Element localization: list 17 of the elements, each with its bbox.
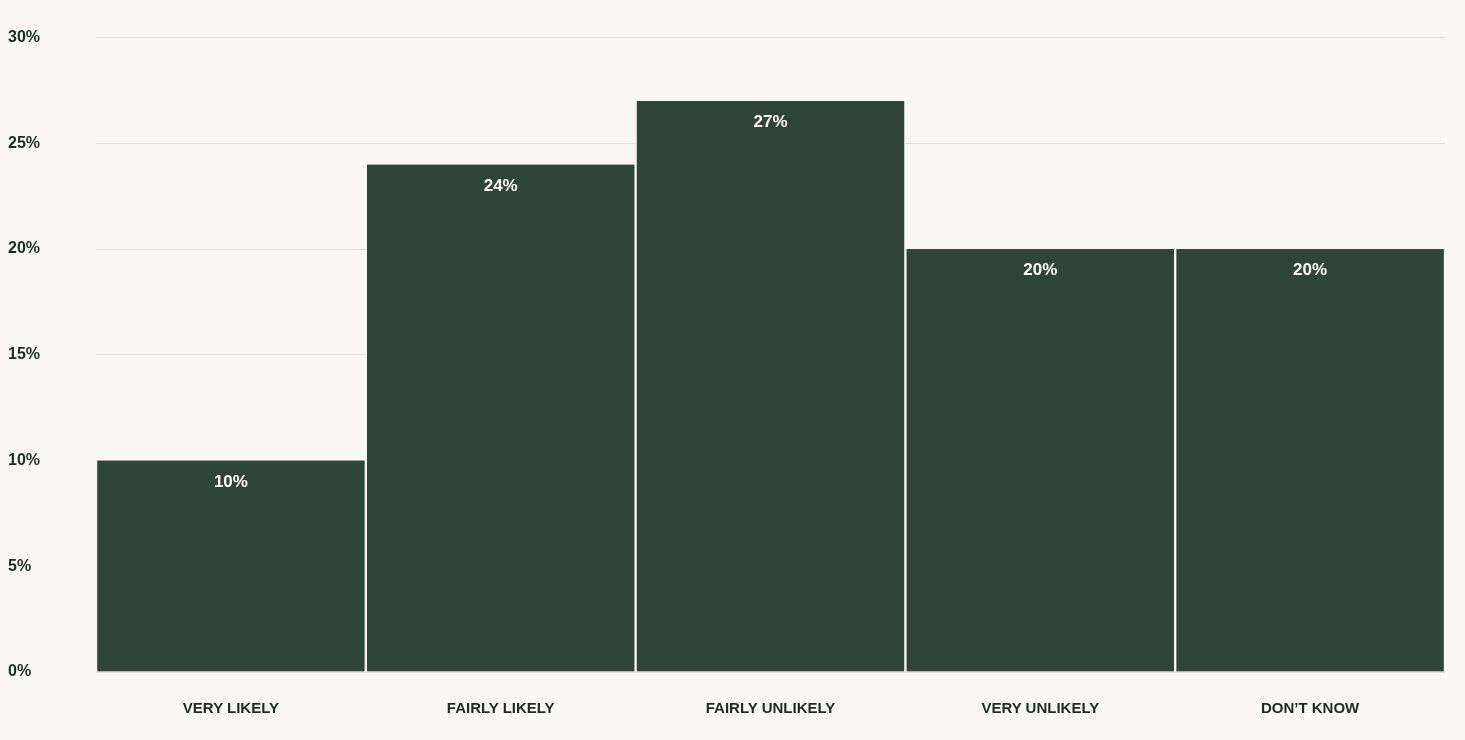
data-label: 20% — [1023, 260, 1058, 280]
x-tick-label: VERY UNLIKELY — [981, 699, 1100, 717]
x-tick-label: VERY LIKELY — [182, 699, 279, 717]
x-tick-label: FAIRLY UNLIKELY — [705, 699, 836, 717]
y-tick-label: 10% — [8, 450, 41, 468]
y-tick-label: 5% — [8, 556, 32, 574]
data-label: 27% — [753, 112, 788, 132]
data-label: 10% — [213, 471, 248, 491]
x-tick-label: DON’T KNOW — [1260, 699, 1361, 717]
data-label: 24% — [483, 175, 518, 195]
y-tick-label: 25% — [8, 133, 41, 151]
y-tick-label: 15% — [8, 345, 41, 363]
y-tick-label: 20% — [8, 239, 41, 257]
y-tick-label: 0% — [8, 662, 32, 680]
y-tick-label: 30% — [8, 28, 41, 46]
x-tick-label: FAIRLY LIKELY — [446, 699, 555, 717]
data-label: 20% — [1293, 260, 1328, 280]
